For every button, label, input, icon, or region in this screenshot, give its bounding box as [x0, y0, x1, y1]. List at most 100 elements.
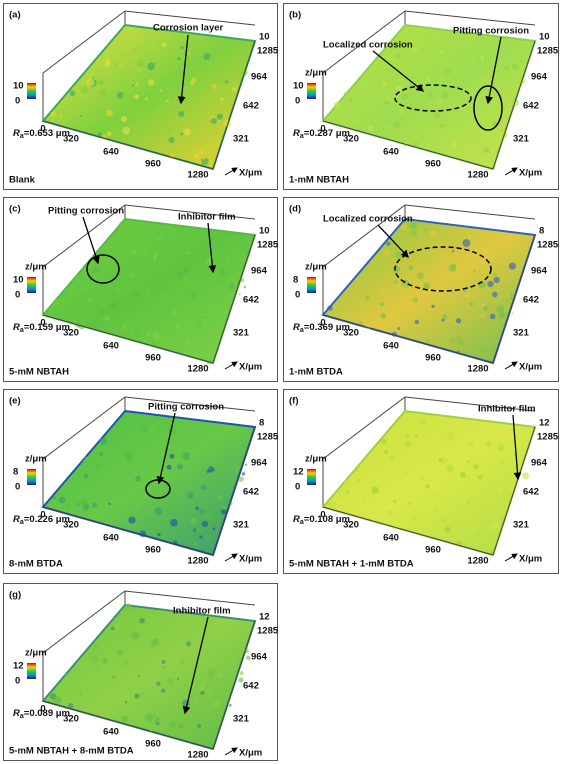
- texture-spot: [223, 257, 231, 265]
- x-tick-label: 960: [145, 739, 161, 750]
- texture-spot: [167, 465, 172, 470]
- texture-spot: [394, 280, 397, 283]
- texture-spot: [397, 327, 400, 330]
- texture-spot: [200, 691, 204, 695]
- texture-spot: [204, 316, 207, 319]
- texture-spot: [357, 112, 361, 116]
- texture-spot: [483, 306, 488, 311]
- texture-spot: [482, 78, 485, 81]
- y-tick-label: 1285: [257, 240, 279, 251]
- texture-spot: [512, 63, 519, 70]
- texture-spot: [141, 692, 144, 695]
- texture-spot: [394, 434, 396, 436]
- texture-spot: [198, 150, 204, 156]
- texture-spot: [198, 284, 200, 286]
- y-tick-label: 964: [251, 458, 268, 469]
- texture-spot: [154, 507, 162, 515]
- x-axis-label: X/μm: [239, 362, 262, 373]
- texture-spot: [383, 490, 390, 497]
- x-tick-label: 960: [425, 545, 441, 556]
- texture-spot: [146, 91, 153, 98]
- texture-spot: [153, 253, 157, 257]
- texture-spot: [94, 267, 100, 273]
- x-tick-label: 1280: [187, 556, 208, 567]
- texture-spot: [486, 441, 492, 447]
- ra-value: =0.108 μm: [304, 514, 350, 525]
- texture-spot: [401, 93, 408, 100]
- y-tick-label: 10: [259, 32, 270, 43]
- texture-spot: [510, 297, 513, 300]
- texture-spot: [219, 269, 226, 276]
- texture-spot: [452, 58, 455, 61]
- texture-spot: [450, 140, 457, 147]
- texture-spot: [442, 319, 445, 322]
- z-tick-label: 8: [293, 275, 298, 286]
- z-tick-label: 12: [13, 661, 24, 672]
- texture-spot: [119, 222, 123, 226]
- texture-spot: [107, 131, 112, 136]
- texture-spot: [242, 472, 245, 475]
- x-tick-label: 1280: [187, 364, 208, 375]
- texture-spot: [244, 286, 247, 289]
- texture-spot: [405, 114, 410, 119]
- panel-label: (e): [9, 396, 21, 407]
- texture-spot: [510, 293, 513, 296]
- texture-spot: [180, 133, 183, 136]
- texture-spot: [415, 320, 419, 324]
- texture-spot: [245, 463, 248, 466]
- texture-spot: [102, 658, 108, 664]
- texture-spot: [116, 426, 118, 428]
- texture-spot: [179, 659, 185, 665]
- texture-spot: [522, 472, 529, 479]
- texture-spot: [85, 457, 89, 461]
- texture-spot: [365, 296, 370, 301]
- texture-spot: [177, 678, 179, 680]
- texture-spot: [443, 522, 447, 526]
- texture-spot: [429, 230, 436, 237]
- texture-spot: [456, 336, 460, 340]
- texture-spot: [148, 618, 155, 625]
- texture-spot: [417, 272, 424, 279]
- y-tick-label: 8: [539, 226, 544, 237]
- texture-spot: [125, 701, 127, 703]
- texture-spot: [363, 500, 366, 503]
- texture-spot: [84, 474, 89, 479]
- texture-spot: [344, 479, 351, 486]
- texture-spot: [82, 692, 89, 699]
- texture-spot: [484, 147, 490, 153]
- texture-spot: [92, 313, 97, 318]
- texture-spot: [229, 704, 232, 707]
- x-axis-label: X/μm: [519, 362, 542, 373]
- texture-spot: [184, 128, 191, 135]
- texture-spot: [183, 434, 185, 436]
- y-tick-label: 964: [531, 72, 548, 83]
- panel: (f)z/μm12003206409601280X/μm121285964642…: [284, 390, 559, 574]
- texture-spot: [469, 442, 474, 447]
- texture-spot: [441, 91, 449, 99]
- texture-spot: [221, 509, 226, 514]
- texture-spot: [197, 724, 201, 728]
- texture-spot: [498, 488, 503, 493]
- texture-spot: [199, 535, 202, 538]
- texture-spot: [99, 452, 103, 456]
- texture-spot: [79, 691, 83, 695]
- texture-spot: [478, 57, 481, 60]
- texture-spot: [176, 324, 182, 330]
- ra-value: =0.159 μm: [24, 322, 70, 333]
- texture-spot: [230, 657, 234, 661]
- texture-spot: [457, 350, 459, 352]
- texture-spot: [168, 137, 174, 143]
- y-tick-label: 10: [539, 32, 550, 43]
- texture-spot: [159, 89, 162, 92]
- texture-spot: [503, 109, 505, 111]
- texture-spot: [59, 496, 66, 503]
- texture-spot: [512, 91, 517, 96]
- sample-name: 1-mM NBTAH: [289, 175, 349, 186]
- texture-spot: [195, 528, 200, 533]
- texture-spot: [445, 69, 450, 74]
- texture-spot: [246, 656, 250, 660]
- texture-spot: [473, 270, 476, 273]
- x-tick-label: 640: [103, 727, 119, 738]
- texture-spot: [384, 100, 389, 105]
- texture-spot: [183, 97, 187, 101]
